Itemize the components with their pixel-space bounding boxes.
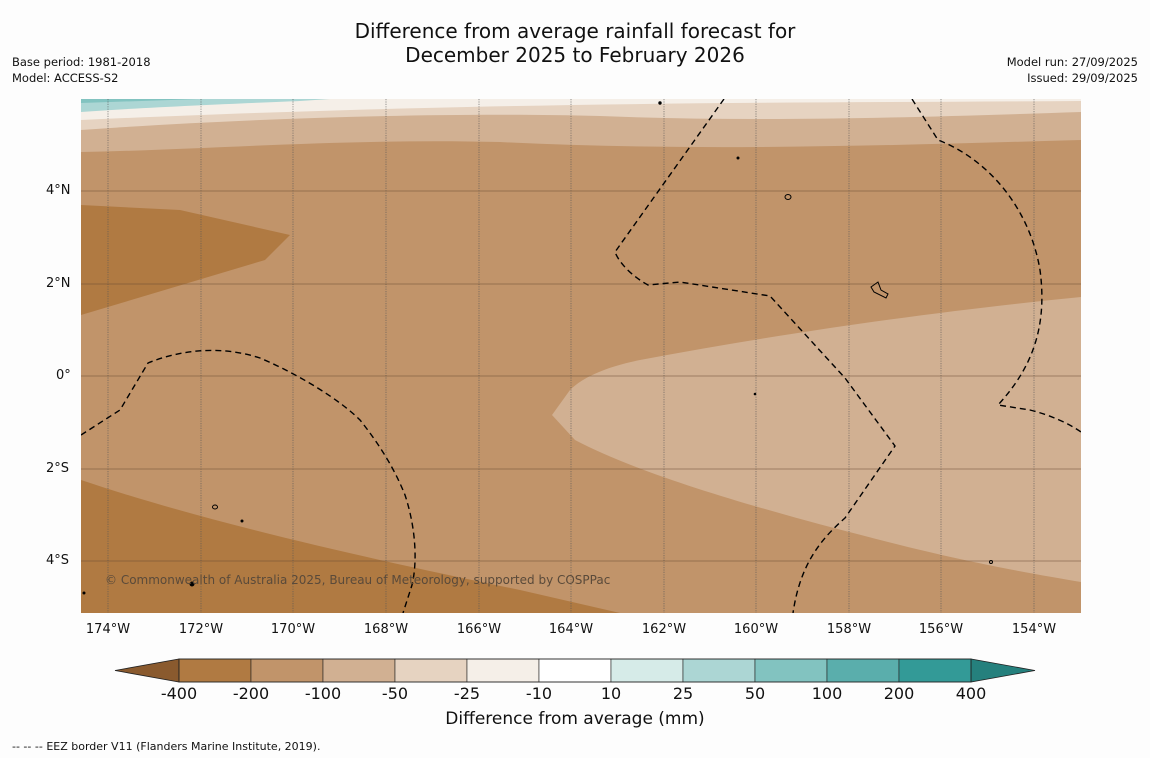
colorbar-tick: -50 (381, 684, 409, 703)
footer-legend: -- -- -- EEZ border V11 (Flanders Marine… (12, 740, 320, 753)
colorbar-tick: 25 (672, 684, 694, 703)
lon-label: 160°W (733, 622, 779, 637)
colorbar-bin (610, 658, 684, 683)
lat-label: 0° (56, 368, 71, 383)
colorbar-title: Difference from average (mm) (445, 709, 705, 729)
islands (82, 101, 993, 595)
eez-line-symbol: -- -- -- (12, 740, 43, 753)
colorbar-tick: -25 (453, 684, 481, 703)
colorbar-tick: 10 (600, 684, 622, 703)
band-positive-strong-north (81, 99, 200, 103)
copyright-text: © Commonwealth of Australia 2025, Bureau… (105, 573, 610, 587)
meta-left: Base period: 1981-2018 Model: ACCESS-S2 (12, 54, 151, 86)
graticule (107, 99, 1035, 613)
lon-label: 174°W (85, 622, 131, 637)
model-name: Model: ACCESS-S2 (12, 71, 119, 85)
lon-label: 166°W (456, 622, 502, 637)
colorbar-tick: -100 (304, 684, 342, 703)
colorbar-tick: 50 (744, 684, 766, 703)
colorbar-tick: 200 (883, 684, 915, 703)
meta-right: Model run: 27/09/2025 Issued: 29/09/2025 (1007, 54, 1138, 86)
latitude-lines (81, 190, 1081, 562)
colorbar-bin (898, 658, 972, 683)
base-period: Base period: 1981-2018 (12, 55, 151, 69)
colorbar-bin (754, 658, 828, 683)
colorbar-tick: -400 (160, 684, 198, 703)
lon-label: 164°W (548, 622, 594, 637)
lon-label: 154°W (1011, 622, 1057, 637)
model-run: Model run: 27/09/2025 (1006, 55, 1138, 69)
eez-legend-text: EEZ border V11 (Flanders Marine Institut… (46, 740, 321, 753)
lat-label: 4°S (46, 553, 70, 568)
lon-label: 172°W (178, 622, 224, 637)
colorbar-bin (538, 658, 612, 683)
eez-borders (81, 99, 1081, 613)
colorbar-extend-low (114, 658, 180, 683)
title-line-2: December 2025 to February 2026 (405, 43, 745, 67)
colorbar-tick: -200 (232, 684, 270, 703)
colorbar-bin (322, 658, 396, 683)
colorbar-bin (250, 658, 324, 683)
band-minus-200-400-west (81, 205, 290, 315)
colorbar-bin (178, 658, 252, 683)
band-positive-north (81, 99, 330, 112)
colorbar-tick: 400 (955, 684, 987, 703)
colorbar-tick: 100 (811, 684, 843, 703)
map-title: Difference from average rainfall forecas… (0, 19, 1150, 67)
issued-date: Issued: 29/09/2025 (1027, 71, 1138, 85)
lon-label: 158°W (826, 622, 872, 637)
colorbar-bin (826, 658, 900, 683)
title-line-1: Difference from average rainfall forecas… (354, 19, 796, 43)
lon-label: 170°W (270, 622, 316, 637)
colorbar-bin (394, 658, 468, 683)
band-minus-50-100-east (552, 297, 1081, 582)
colorbar-bin (682, 658, 756, 683)
colorbar-tick: -10 (525, 684, 553, 703)
lat-label: 2°N (46, 276, 71, 291)
colorbar (114, 658, 1036, 683)
lon-label: 168°W (363, 622, 409, 637)
lat-label: 4°N (46, 183, 71, 198)
colorbar-extend-high (970, 658, 1036, 683)
colorbar-bin (466, 658, 540, 683)
band-minus-200-400-south (81, 480, 620, 613)
band-minus-10-25-north (81, 99, 1081, 120)
rainfall-field (81, 99, 1081, 613)
lon-label: 162°W (641, 622, 687, 637)
lon-label: 156°W (918, 622, 964, 637)
lat-label: 2°S (46, 461, 70, 476)
